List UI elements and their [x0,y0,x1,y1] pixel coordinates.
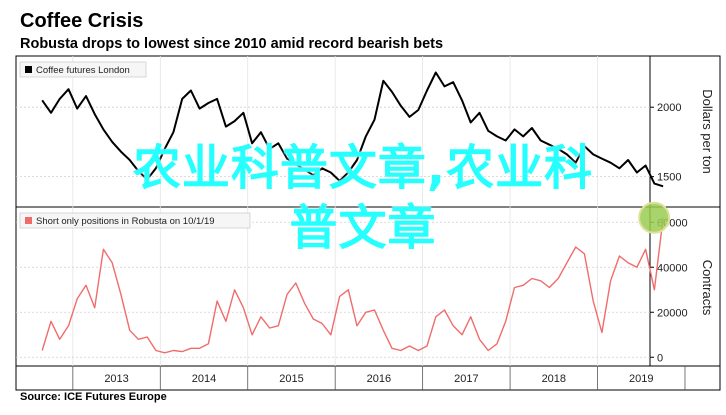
x-axis-band [15,365,721,391]
y-tick-label: 2000 [657,102,681,114]
y-tick-label: 20000 [657,307,688,319]
source-note: Source: ICE Futures Europe [20,391,167,403]
x-tick-label-2013: 2013 [104,373,128,385]
legend-box [19,61,147,78]
legend-label: Short only positions in Robusta on 10/1/… [36,216,215,227]
legend-swatch [25,66,32,73]
x-tick-label-2014: 2014 [192,373,216,385]
overlay-line-1: 农业科普文章,农业科 [132,140,594,196]
chart-title: Coffee Crisis [20,10,144,32]
overlay-watermark-text: 农业科普文章,农业科 普文章 [0,138,726,258]
x-tick-label-2016: 2016 [367,373,391,385]
legend-box [19,212,251,229]
y-tick-label: 40000 [657,262,688,274]
highlight-circle [638,201,671,234]
y-tick-label: 1500 [657,172,681,184]
y-axis-label: Contracts [700,260,715,316]
coffee-price-line [41,71,664,188]
chart-subtitle: Robusta drops to lowest since 2010 amid … [20,36,444,52]
y-tick-label: 0 [657,352,663,364]
y-axis-label: Dollars per ton [700,89,715,174]
x-tick-label-2018: 2018 [542,373,566,385]
x-tick-label-2015: 2015 [279,373,303,385]
x-tick-label-2017: 2017 [454,373,478,385]
legend-swatch [25,217,32,224]
overlay-line-2: 普文章 [289,200,437,256]
x-tick-label-2019: 2019 [629,373,653,385]
legend-label: Coffee futures London [36,65,130,76]
short-positions-line [41,217,664,354]
